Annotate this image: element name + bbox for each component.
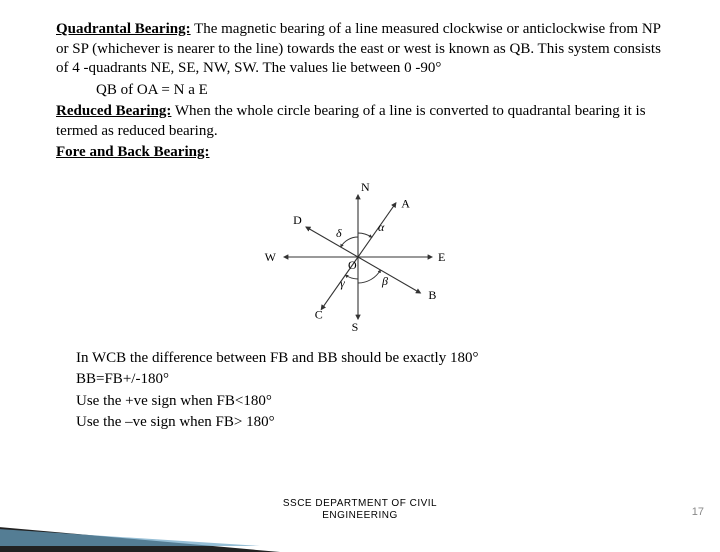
bearing-diagram-svg: N S E W O A B C Dα δ β γ — [258, 169, 468, 339]
rule-positive: Use the +ve sign when FB<180° — [56, 392, 670, 412]
svg-text:A: A — [401, 196, 410, 210]
footer-department: SSCE DEPARTMENT OF CIVIL ENGINEERING — [0, 498, 720, 522]
svg-text:E: E — [438, 250, 445, 264]
svg-text:δ: δ — [336, 226, 342, 240]
svg-text:W: W — [265, 250, 277, 264]
svg-text:O: O — [348, 258, 357, 272]
rule-negative: Use the –ve sign when FB> 180° — [56, 413, 670, 433]
svg-text:N: N — [361, 180, 370, 194]
svg-text:β: β — [381, 274, 388, 288]
qb-equation: QB of OA = N a E — [56, 81, 670, 101]
page-number: 17 — [692, 506, 704, 518]
reduced-bearing-para: Reduced Bearing: When the whole circle b… — [56, 102, 670, 141]
quadrantal-bearing-para: Quadrantal Bearing: The magnetic bearing… — [56, 20, 670, 79]
wcb-rule-line: In WCB the difference between FB and BB … — [56, 349, 670, 369]
svg-text:S: S — [352, 320, 359, 334]
svg-text:γ: γ — [340, 276, 345, 290]
svg-text:D: D — [293, 213, 302, 227]
svg-text:B: B — [428, 288, 436, 302]
slide-wedge-light — [0, 524, 260, 546]
bearing-diagram: N S E W O A B C Dα δ β γ — [56, 169, 670, 339]
bb-equation: BB=FB+/-180° — [56, 370, 670, 390]
rb-heading: Reduced Bearing: — [56, 103, 171, 119]
fore-back-bearing-heading: Fore and Back Bearing: — [56, 143, 670, 163]
qb-heading: Quadrantal Bearing: — [56, 21, 191, 37]
svg-text:C: C — [315, 307, 323, 321]
slide-content: Quadrantal Bearing: The magnetic bearing… — [0, 0, 720, 433]
svg-text:α: α — [378, 220, 385, 234]
